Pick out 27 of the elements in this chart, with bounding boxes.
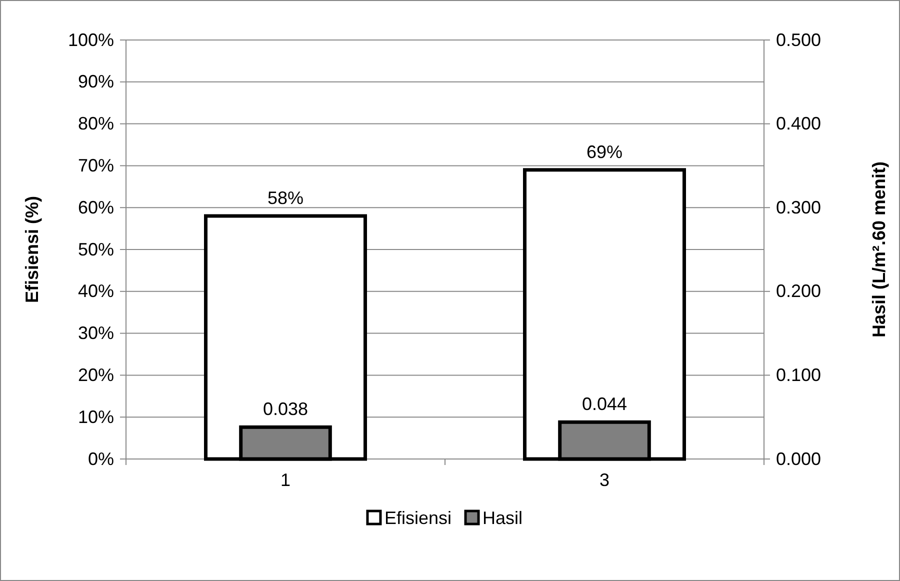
y-tick-label: 90% [78, 72, 114, 92]
x-tick-label: 1 [280, 470, 291, 490]
y2-tick-label: 0.100 [776, 364, 822, 385]
data-label: 69% [586, 142, 623, 162]
y-axis-title: Efisiensi (%) [22, 196, 42, 304]
y-tick-label: 70% [78, 155, 114, 176]
y-tick-label: 100% [68, 30, 114, 50]
y-tick-label: 10% [78, 406, 114, 427]
y2-axis-title: Hasil (L/m².60 menit) [869, 161, 889, 338]
y-tick-label: 30% [78, 323, 114, 344]
y-tick-label: 50% [78, 239, 114, 260]
legend-label: Efisiensi [384, 508, 452, 528]
y2-tick-label: 0.500 [776, 30, 822, 50]
y-tick-label: 40% [78, 281, 114, 302]
y2-tick-label: 0.400 [776, 114, 822, 134]
y-tick-label: 20% [78, 364, 114, 385]
data-label: 58% [267, 188, 304, 208]
legend-label: Hasil [482, 508, 523, 528]
y-tick-label: 80% [78, 114, 114, 134]
data-label: 0.038 [262, 399, 308, 420]
y-tick-label: 60% [78, 197, 114, 218]
y2-tick-label: 0.000 [776, 448, 822, 469]
x-tick-label: 3 [599, 470, 610, 490]
y-tick-label: 0% [88, 448, 114, 469]
y2-tick-label: 0.200 [776, 281, 822, 302]
y2-tick-label: 0.300 [776, 197, 822, 218]
data-label: 0.044 [582, 394, 628, 414]
